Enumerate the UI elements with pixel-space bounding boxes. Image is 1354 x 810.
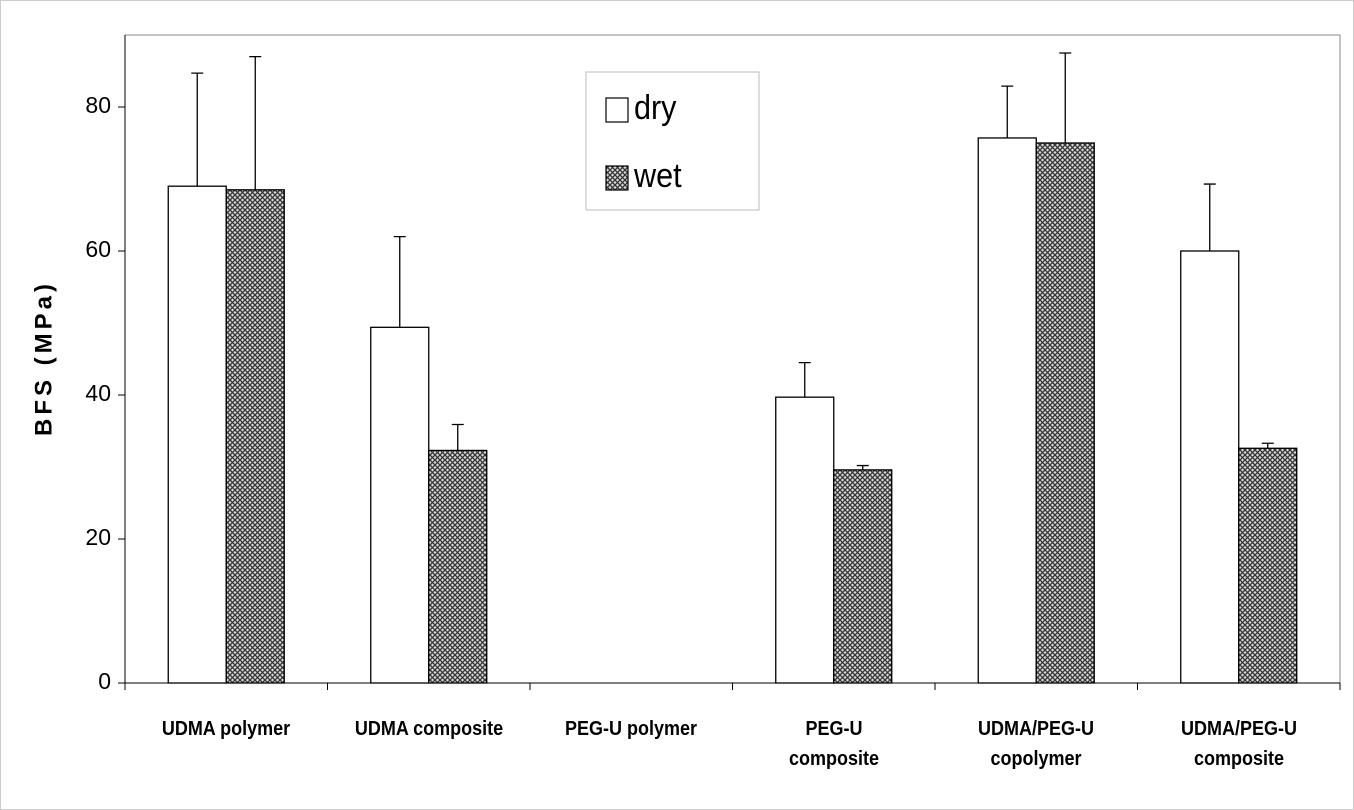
y-tick-label: 20 — [85, 524, 111, 550]
error-bar — [249, 55, 262, 190]
error-bar — [191, 72, 204, 187]
error-bar — [1059, 52, 1072, 143]
bar — [1238, 447, 1298, 684]
x-tick-label: PEG-U polymer — [565, 718, 698, 740]
x-tick-label: PEG-U composite — [788, 718, 879, 770]
bar — [977, 137, 1037, 684]
legend-swatch — [605, 97, 629, 123]
legend-label: wet — [633, 157, 682, 195]
bar — [370, 326, 430, 684]
y-tick-label: 40 — [85, 380, 111, 406]
error-bar — [856, 464, 869, 470]
bar — [167, 185, 227, 684]
y-axis-label: BFS (MPa) — [30, 280, 57, 436]
plot-frame — [125, 34, 1341, 683]
y-tick-label: 0 — [98, 668, 111, 694]
bar — [1180, 250, 1240, 684]
x-tick-label: UDMA composite — [354, 718, 503, 740]
error-bar — [798, 361, 811, 398]
bar — [1035, 142, 1095, 684]
bar — [225, 189, 285, 684]
legend-swatch — [605, 165, 629, 191]
bar — [428, 449, 488, 684]
error-bar — [393, 235, 406, 328]
y-tick-label: 80 — [85, 92, 111, 118]
bar — [833, 469, 893, 684]
legend-label: dry — [634, 89, 677, 127]
x-tick-label: UDMA/PEG-U composite — [1180, 718, 1297, 770]
x-tick-label: UDMA polymer — [162, 718, 291, 740]
error-bar — [1203, 183, 1216, 251]
error-bar — [1261, 442, 1274, 449]
x-tick-label: UDMA/PEG-U copolymer — [978, 718, 1095, 770]
bar — [775, 396, 835, 684]
error-bar — [1001, 85, 1014, 138]
y-tick-label: 60 — [85, 236, 111, 262]
error-bar — [451, 423, 464, 451]
